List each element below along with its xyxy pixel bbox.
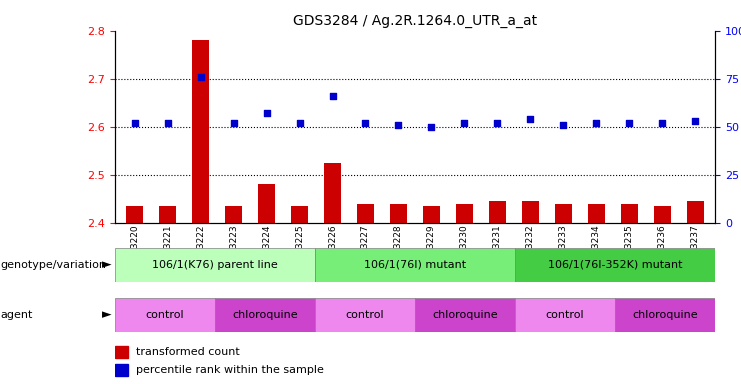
Text: control: control [345, 310, 385, 320]
Point [657, 120, 668, 126]
Bar [621, 204, 637, 223]
Point [689, 118, 701, 124]
Bar [315, 298, 415, 332]
Point [591, 120, 602, 126]
Point [393, 122, 405, 128]
Text: chloroquine: chloroquine [632, 310, 698, 320]
Bar [522, 201, 539, 223]
Bar [193, 40, 209, 223]
Bar [259, 184, 275, 223]
Point [261, 110, 273, 116]
Bar [515, 298, 615, 332]
Point [459, 120, 471, 126]
Text: transformed count: transformed count [136, 347, 239, 357]
Text: genotype/variation: genotype/variation [1, 260, 107, 270]
Bar [115, 364, 128, 376]
Bar [391, 204, 407, 223]
Point [293, 120, 305, 126]
Bar [315, 248, 515, 282]
Bar [423, 206, 439, 223]
Text: chloroquine: chloroquine [232, 310, 298, 320]
Bar [225, 206, 242, 223]
Bar [456, 204, 473, 223]
Point [195, 74, 207, 80]
Text: 106/1(K76) parent line: 106/1(K76) parent line [152, 260, 278, 270]
Text: ►: ► [102, 308, 111, 321]
Point [425, 124, 437, 130]
Text: ►: ► [102, 258, 111, 271]
Point [525, 116, 536, 122]
Point [162, 120, 173, 126]
Point [491, 120, 503, 126]
Text: 106/1(76I-352K) mutant: 106/1(76I-352K) mutant [548, 260, 682, 270]
Bar [415, 298, 515, 332]
Text: percentile rank within the sample: percentile rank within the sample [136, 365, 324, 375]
Bar [555, 204, 571, 223]
Bar [615, 298, 715, 332]
Title: GDS3284 / Ag.2R.1264.0_UTR_a_at: GDS3284 / Ag.2R.1264.0_UTR_a_at [293, 14, 537, 28]
Bar [588, 204, 605, 223]
Bar [127, 206, 143, 223]
Bar [357, 204, 373, 223]
Point [557, 122, 569, 128]
Bar [291, 206, 308, 223]
Point [623, 120, 635, 126]
Bar [115, 298, 215, 332]
Bar [115, 248, 315, 282]
Bar [215, 298, 315, 332]
Bar [115, 346, 128, 358]
Text: 106/1(76I) mutant: 106/1(76I) mutant [364, 260, 466, 270]
Bar [325, 163, 341, 223]
Bar [489, 201, 505, 223]
Point [327, 93, 339, 99]
Text: agent: agent [1, 310, 33, 320]
Bar [687, 201, 703, 223]
Text: chloroquine: chloroquine [432, 310, 498, 320]
Text: control: control [545, 310, 585, 320]
Point [359, 120, 371, 126]
Bar [159, 206, 176, 223]
Point [227, 120, 239, 126]
Bar [515, 248, 715, 282]
Point [129, 120, 141, 126]
Bar [654, 206, 671, 223]
Text: control: control [145, 310, 185, 320]
